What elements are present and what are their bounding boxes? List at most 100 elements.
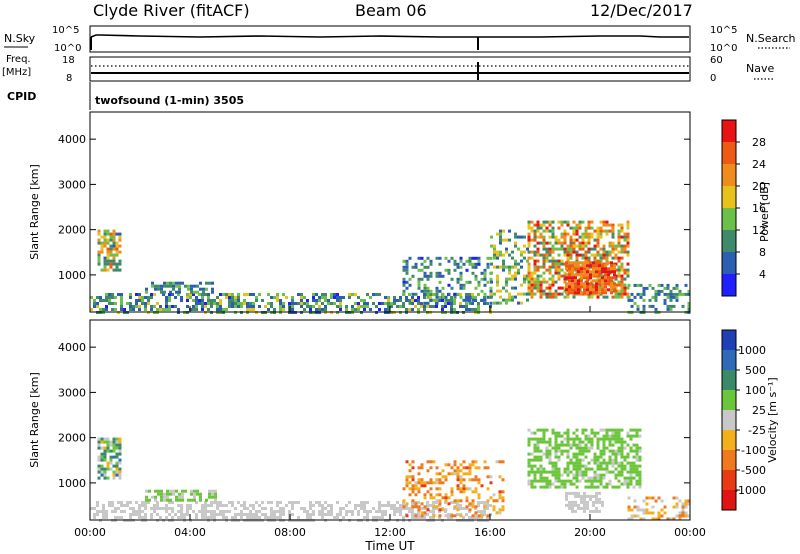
- velocity-cell: [590, 485, 594, 489]
- velocity-cell: [539, 458, 543, 462]
- power-cell: [435, 256, 439, 260]
- power-cell: [581, 220, 585, 224]
- power-cell: [222, 293, 225, 296]
- power-cell: [115, 265, 119, 269]
- power-cell: [617, 274, 621, 278]
- velocity-cell: [450, 516, 453, 519]
- power-cell: [598, 264, 601, 268]
- power-cell: [611, 235, 615, 239]
- velocity-cell: [336, 516, 339, 519]
- velocity-cell: [595, 506, 598, 510]
- velocity-cell: [429, 478, 433, 482]
- velocity-cell: [100, 464, 104, 468]
- power-colorbar-tick-label: 4: [759, 268, 766, 281]
- velocity-cell: [366, 501, 369, 504]
- power-cell: [444, 268, 448, 272]
- power-cell: [318, 299, 321, 302]
- power-cell: [211, 290, 214, 294]
- velocity-cell: [632, 428, 636, 432]
- velocity-cell: [617, 440, 621, 444]
- power-cell: [545, 280, 549, 284]
- velocity-ytick-label: 4000: [58, 341, 86, 354]
- power-cell: [216, 305, 219, 308]
- power-cell: [399, 305, 402, 308]
- power-cell: [105, 293, 108, 296]
- velocity-cell: [605, 464, 609, 468]
- power-cell: [571, 285, 574, 289]
- power-cell: [527, 250, 531, 254]
- velocity-cell: [584, 464, 588, 468]
- power-cell: [620, 256, 624, 260]
- power-cell: [477, 283, 481, 287]
- power-cell: [511, 274, 514, 278]
- velocity-cell: [240, 510, 243, 513]
- power-cell: [246, 308, 249, 311]
- power-cell: [111, 293, 114, 296]
- velocity-cell: [545, 440, 549, 444]
- velocity-cell: [435, 466, 439, 470]
- velocity-cell: [474, 475, 478, 479]
- power-cell: [408, 283, 412, 287]
- power-cell: [574, 285, 577, 289]
- power-cell: [207, 299, 210, 302]
- power-cell: [294, 302, 297, 305]
- velocity-cell: [157, 492, 160, 496]
- power-cell: [486, 280, 490, 284]
- power-cell: [288, 302, 291, 305]
- power-cell: [195, 296, 198, 299]
- power-cell: [112, 253, 116, 257]
- velocity-cell: [126, 504, 129, 507]
- velocity-cell: [554, 461, 558, 465]
- power-cell: [465, 296, 468, 299]
- velocity-cell: [536, 428, 540, 432]
- velocity-cell: [632, 434, 636, 438]
- velocity-cell: [545, 485, 549, 489]
- power-cell: [571, 261, 574, 265]
- power-cell: [611, 244, 615, 248]
- power-cell: [563, 250, 567, 254]
- power-cell: [117, 293, 120, 296]
- power-cell: [417, 256, 421, 260]
- velocity-cell: [363, 501, 366, 504]
- velocity-cell: [577, 494, 580, 498]
- power-cell: [577, 267, 580, 271]
- velocity-cell: [599, 461, 603, 465]
- power-cell: [496, 253, 499, 257]
- velocity-cell: [459, 504, 462, 507]
- velocity-cell: [590, 446, 594, 450]
- velocity-cell: [204, 513, 207, 516]
- power-cell: [542, 253, 546, 257]
- velocity-cell: [477, 493, 481, 497]
- power-cell: [441, 299, 444, 302]
- power-cell: [330, 296, 333, 299]
- velocity-cell: [429, 466, 433, 470]
- power-cell: [103, 232, 107, 236]
- velocity-cell: [595, 497, 598, 501]
- power-cell: [106, 256, 110, 260]
- power-cell: [453, 262, 457, 266]
- power-cell: [111, 302, 114, 305]
- power-cell: [468, 280, 472, 284]
- power-cell: [663, 298, 667, 302]
- power-cell: [530, 289, 534, 293]
- power-cell: [548, 223, 552, 227]
- velocity-cell: [177, 516, 180, 519]
- velocity-cell: [533, 479, 537, 483]
- velocity-cell: [533, 485, 537, 489]
- power-cell: [109, 259, 113, 263]
- velocity-cell: [471, 490, 475, 494]
- power-cell: [114, 296, 117, 299]
- power-cell: [405, 286, 409, 290]
- power-cell: [234, 296, 237, 299]
- velocity-cell: [539, 473, 543, 477]
- velocity-cell: [100, 455, 104, 459]
- power-cell: [169, 290, 172, 294]
- power-cell: [548, 289, 552, 293]
- velocity-cell: [581, 440, 585, 444]
- velocity-cell: [575, 458, 579, 462]
- power-cell: [607, 276, 610, 280]
- power-cell: [369, 296, 372, 299]
- power-cell: [499, 295, 502, 299]
- power-cell: [545, 268, 549, 272]
- velocity-cell: [456, 466, 460, 470]
